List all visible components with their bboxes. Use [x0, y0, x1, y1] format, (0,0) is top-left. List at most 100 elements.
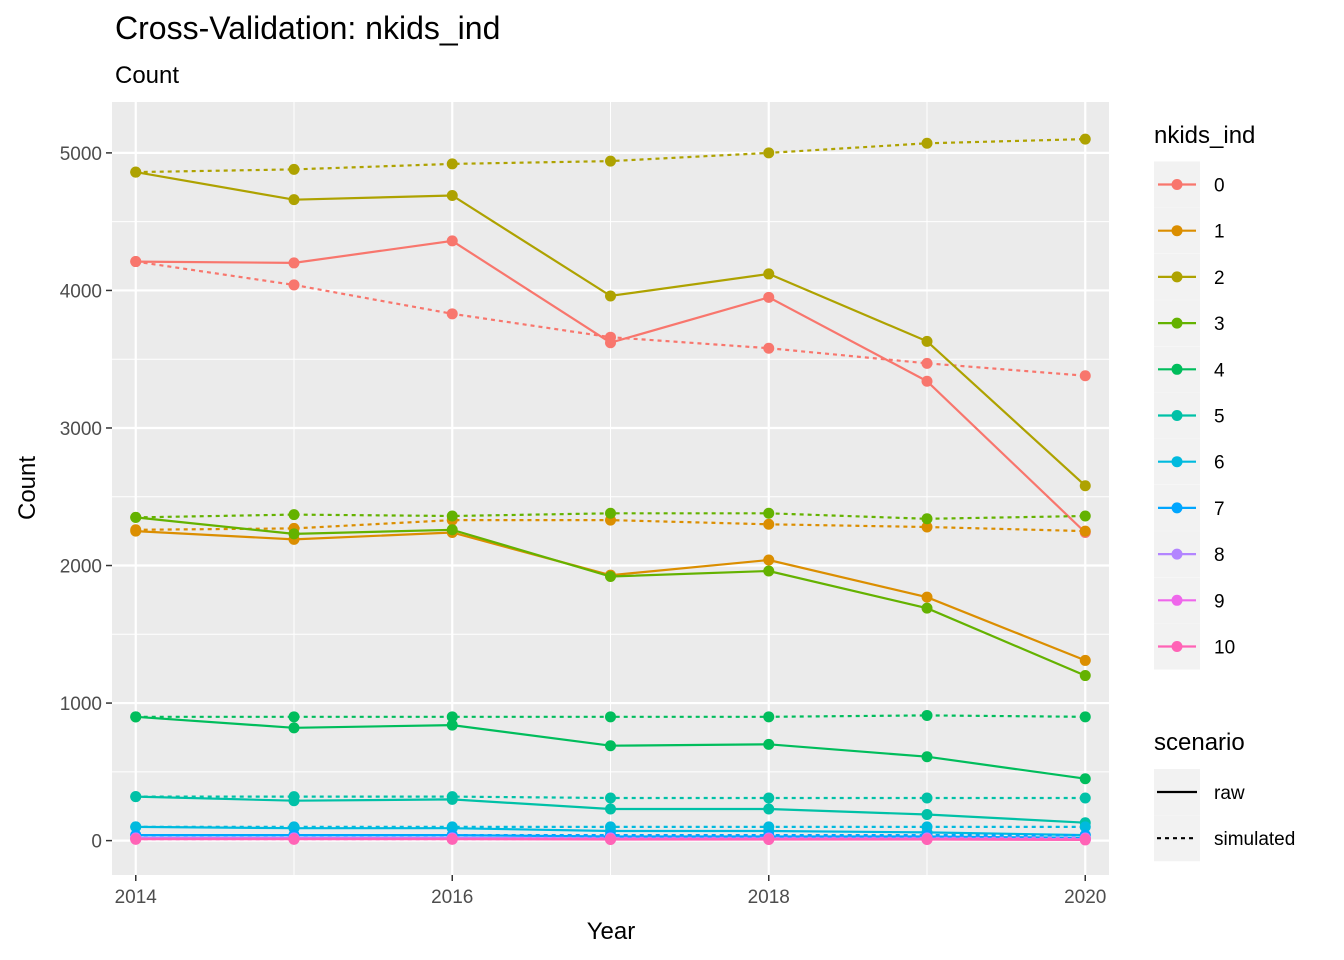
legend-label-6: 6 [1214, 453, 1225, 474]
data-point-0-simulated [605, 331, 616, 343]
data-point-2-simulated [130, 166, 142, 178]
data-point-6-simulated [1079, 821, 1091, 833]
data-point-6-simulated [605, 821, 616, 833]
data-point-4-raw [1079, 773, 1091, 785]
data-point-3-raw [605, 571, 616, 583]
data-point-4-raw [605, 740, 616, 752]
data-point-4-raw [446, 719, 458, 731]
data-point-5-raw [921, 808, 933, 820]
data-point-3-raw [288, 528, 300, 540]
data-point-0-simulated [288, 279, 300, 291]
data-point-1-simulated [1079, 525, 1091, 537]
data-point-2-simulated [605, 155, 616, 167]
legend-label-7: 7 [1214, 499, 1225, 520]
data-point-1-raw [763, 554, 775, 566]
data-point-3-raw [1079, 670, 1091, 682]
series-6-simulated [130, 821, 1091, 833]
data-point-2-simulated [1079, 133, 1091, 145]
legend-title-linetype: scenario [1154, 729, 1245, 756]
legend-label-simulated: simulated [1214, 829, 1295, 850]
legend-key-point [1171, 502, 1183, 514]
legend-label-9: 9 [1214, 591, 1225, 612]
data-point-3-simulated [605, 507, 616, 519]
y-tick-label: 1000 [60, 694, 102, 715]
y-tick-label: 3000 [60, 419, 102, 440]
data-point-2-raw [605, 290, 616, 302]
data-point-4-simulated [130, 711, 142, 723]
data-point-10-simulated [1079, 833, 1091, 845]
y-tick-label: 0 [91, 832, 102, 853]
data-point-0-raw [446, 235, 458, 247]
y-tick-label: 5000 [60, 144, 102, 165]
data-point-0-raw [921, 375, 933, 387]
legend-label-0: 0 [1214, 176, 1225, 197]
data-point-0-simulated [763, 342, 775, 354]
data-point-5-simulated [130, 791, 142, 803]
data-point-10-simulated [288, 833, 300, 845]
legend-label-5: 5 [1214, 407, 1225, 428]
data-point-0-simulated [130, 256, 142, 268]
legend-label-10: 10 [1214, 638, 1235, 659]
data-point-3-simulated [921, 513, 933, 525]
data-point-6-simulated [921, 821, 933, 833]
legend-key-point [1171, 225, 1183, 237]
data-point-10-simulated [763, 833, 775, 845]
data-point-1-simulated [130, 524, 142, 536]
x-tick-label: 2016 [431, 887, 473, 908]
data-point-2-raw [763, 268, 775, 280]
data-point-6-simulated [130, 821, 142, 833]
legend-label-raw: raw [1214, 783, 1245, 804]
legend-key-point [1171, 179, 1183, 190]
data-point-5-simulated [1079, 792, 1091, 804]
data-point-2-raw [921, 335, 933, 347]
data-point-5-simulated [288, 791, 300, 803]
legend-label-3: 3 [1214, 314, 1225, 335]
legend-label-1: 1 [1214, 222, 1225, 243]
legend-label-8: 8 [1214, 545, 1225, 566]
x-tick-label: 2014 [115, 887, 158, 908]
x-axis-title: Year [587, 918, 636, 945]
data-point-6-simulated [446, 821, 458, 833]
data-point-0-simulated [1079, 370, 1091, 382]
data-point-3-raw [921, 602, 933, 614]
data-point-3-simulated [288, 509, 300, 521]
series-10-simulated [130, 833, 1091, 845]
series-layer [130, 133, 1091, 846]
data-point-2-simulated [763, 147, 775, 159]
data-point-4-raw [763, 738, 775, 750]
data-point-3-simulated [1079, 510, 1091, 522]
y-tick-label: 4000 [60, 281, 102, 302]
data-point-2-simulated [921, 137, 933, 149]
data-point-5-simulated [921, 792, 933, 804]
data-point-2-raw [1079, 480, 1091, 492]
data-point-4-simulated [921, 709, 933, 721]
data-point-10-simulated [921, 833, 933, 845]
series-0-simulated [130, 256, 1091, 382]
data-point-0-raw [763, 291, 775, 303]
data-point-3-raw [763, 565, 775, 577]
chart-subtitle: Count [115, 62, 179, 89]
legend-key-point [1171, 410, 1183, 421]
legend-key-point [1171, 548, 1183, 560]
data-point-5-simulated [763, 792, 775, 804]
data-point-2-simulated [446, 158, 458, 170]
legend-key-point [1171, 363, 1183, 375]
data-point-1-raw [1079, 654, 1091, 666]
y-axis-title: Count [14, 456, 41, 520]
legend-key-point [1171, 641, 1183, 652]
data-point-4-raw [921, 751, 933, 763]
legend-title-color: nkids_ind [1154, 122, 1255, 149]
x-tick-label: 2020 [1064, 887, 1106, 908]
data-point-5-raw [605, 803, 616, 815]
series-4-simulated [130, 709, 1091, 723]
data-point-0-simulated [446, 308, 458, 320]
axes-layer: 2014 2016 2018 2020 0 1000 2000 3000 4000 5000 [60, 144, 1107, 908]
data-point-3-simulated [446, 510, 458, 522]
data-point-3-raw [446, 524, 458, 536]
data-point-0-raw [288, 257, 300, 269]
data-point-3-simulated [763, 507, 775, 519]
data-point-5-raw [763, 803, 775, 815]
data-point-1-simulated [921, 521, 933, 533]
data-point-4-simulated [446, 711, 458, 723]
